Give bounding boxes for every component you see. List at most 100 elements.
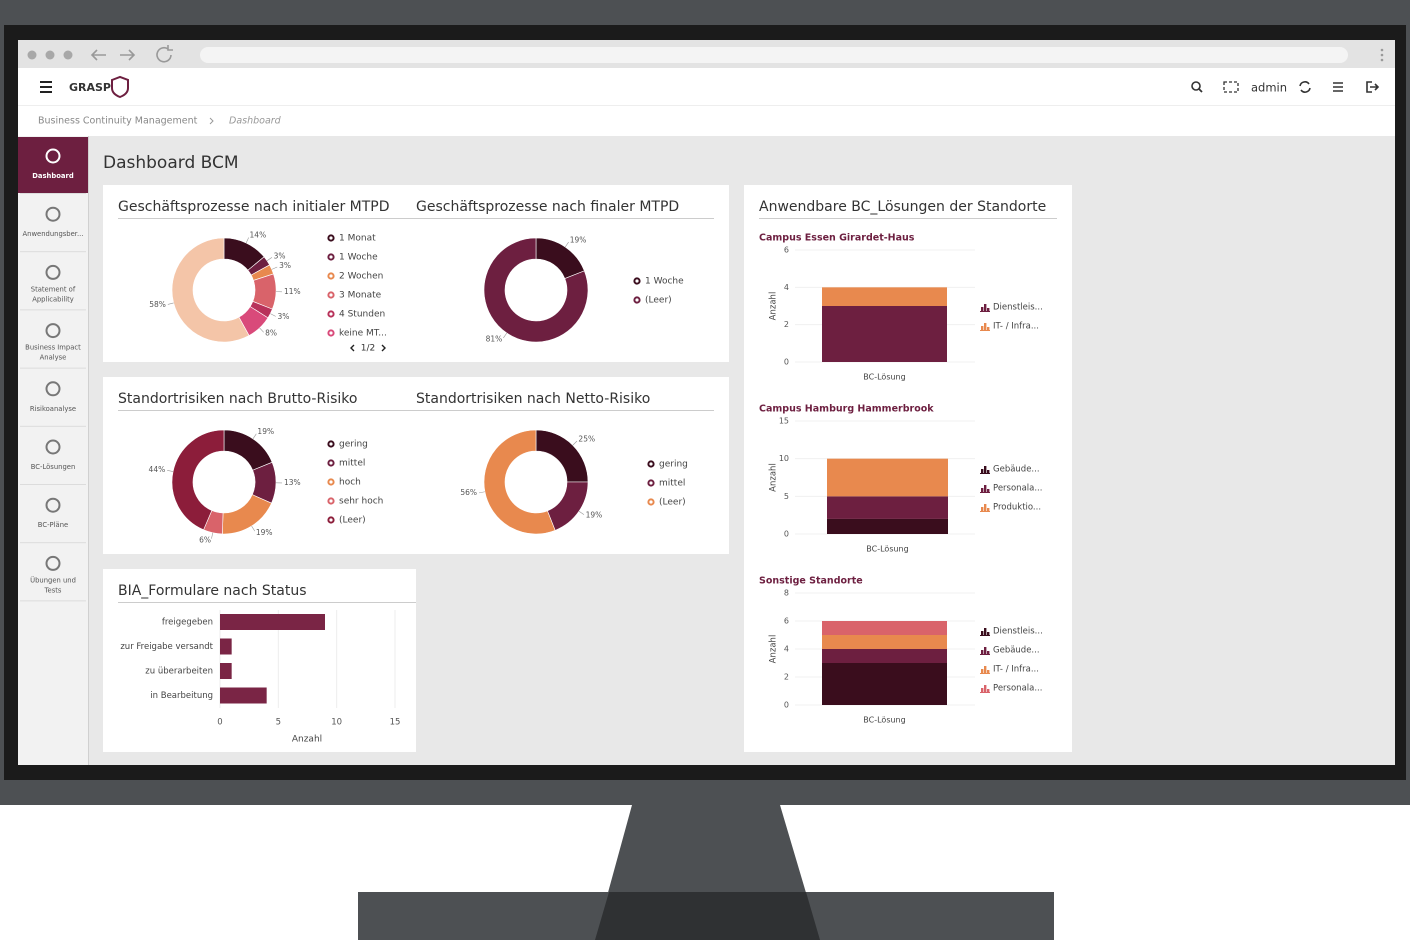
bar[interactable] bbox=[220, 687, 267, 704]
bar[interactable] bbox=[220, 663, 232, 679]
legend-label[interactable]: 2 Wochen bbox=[339, 272, 383, 282]
legend-swatch[interactable] bbox=[987, 632, 990, 635]
bar-segment[interactable] bbox=[822, 287, 947, 306]
bar-segment[interactable] bbox=[822, 621, 947, 635]
legend-swatch[interactable] bbox=[987, 470, 990, 473]
list-icon[interactable] bbox=[1333, 82, 1343, 92]
legend-label[interactable]: Produktio... bbox=[993, 503, 1041, 513]
legend-swatch[interactable] bbox=[647, 498, 655, 506]
legend-label[interactable]: sehr hoch bbox=[339, 497, 383, 507]
legend-swatch[interactable] bbox=[981, 488, 984, 492]
search-icon[interactable] bbox=[1191, 81, 1201, 91]
legend-label[interactable]: 1 Woche bbox=[645, 277, 684, 287]
legend-swatch[interactable] bbox=[327, 329, 335, 337]
legend-swatch[interactable] bbox=[984, 466, 987, 473]
legend-swatch[interactable] bbox=[987, 651, 990, 654]
scan-icon[interactable] bbox=[1223, 81, 1239, 93]
legend-label[interactable]: (Leer) bbox=[339, 516, 366, 526]
legend-label[interactable]: Dienstleis... bbox=[993, 627, 1043, 637]
sidebar-icon[interactable] bbox=[45, 206, 61, 222]
legend-label[interactable]: IT- / Infra... bbox=[993, 665, 1039, 675]
legend-swatch[interactable] bbox=[981, 307, 984, 311]
bar-segment[interactable] bbox=[822, 663, 947, 705]
bar-segment[interactable] bbox=[827, 458, 948, 497]
legend-label[interactable]: (Leer) bbox=[659, 498, 686, 508]
refresh-icon[interactable] bbox=[1299, 81, 1311, 93]
legend-swatch[interactable] bbox=[327, 272, 335, 280]
legend-label[interactable]: 3 Monate bbox=[339, 291, 382, 301]
sidebar-icon[interactable] bbox=[45, 555, 61, 571]
legend-swatch[interactable] bbox=[981, 507, 984, 511]
legend-next[interactable] bbox=[381, 344, 386, 352]
legend-swatch[interactable] bbox=[987, 327, 990, 330]
legend-label[interactable]: (Leer) bbox=[645, 296, 672, 306]
address-bar[interactable] bbox=[200, 47, 1348, 63]
legend-label[interactable]: 1 Woche bbox=[339, 253, 378, 263]
legend-swatch[interactable] bbox=[987, 508, 990, 511]
legend-swatch[interactable] bbox=[327, 459, 335, 467]
legend-label[interactable]: mittel bbox=[659, 479, 685, 489]
legend-label[interactable]: 4 Stunden bbox=[339, 310, 385, 320]
legend-label[interactable]: Personala... bbox=[993, 684, 1042, 694]
legend-swatch[interactable] bbox=[984, 685, 987, 692]
bar-segment[interactable] bbox=[822, 635, 947, 649]
legend-label[interactable]: Dienstleis... bbox=[993, 303, 1043, 313]
legend-swatch[interactable] bbox=[987, 689, 990, 692]
bar[interactable] bbox=[220, 614, 325, 630]
donut-slice[interactable] bbox=[483, 429, 556, 535]
legend-swatch[interactable] bbox=[984, 485, 987, 492]
legend-swatch[interactable] bbox=[987, 670, 990, 673]
sidebar-label[interactable]: Anwendungsber... bbox=[23, 230, 84, 238]
bar[interactable] bbox=[220, 638, 232, 655]
back-button[interactable] bbox=[90, 49, 106, 61]
sidebar-icon[interactable] bbox=[45, 148, 61, 164]
legend-swatch[interactable] bbox=[981, 688, 984, 692]
bar-segment[interactable] bbox=[822, 649, 947, 663]
legend-label[interactable]: Personala... bbox=[993, 484, 1042, 494]
sidebar-label[interactable]: BC-Pläne bbox=[38, 521, 68, 529]
legend-swatch[interactable] bbox=[981, 631, 984, 635]
legend-label[interactable]: keine MT... bbox=[339, 329, 387, 339]
legend-label[interactable]: gering bbox=[339, 440, 368, 450]
legend-swatch[interactable] bbox=[633, 296, 641, 304]
legend-prev[interactable] bbox=[350, 344, 355, 352]
legend-swatch[interactable] bbox=[647, 460, 655, 468]
sidebar-label[interactable]: Business Impact bbox=[25, 344, 81, 352]
sidebar-label[interactable]: Statement of bbox=[31, 285, 76, 293]
legend-swatch[interactable] bbox=[327, 253, 335, 261]
legend-swatch[interactable] bbox=[984, 504, 987, 511]
sidebar-label[interactable]: Analyse bbox=[40, 354, 67, 362]
sidebar-icon[interactable] bbox=[45, 439, 61, 455]
legend-swatch[interactable] bbox=[327, 478, 335, 486]
legend-swatch[interactable] bbox=[327, 497, 335, 505]
sidebar-icon[interactable] bbox=[45, 264, 61, 280]
legend-swatch[interactable] bbox=[984, 304, 987, 311]
sidebar-icon[interactable] bbox=[45, 381, 61, 397]
legend-label[interactable]: Gebäude... bbox=[993, 465, 1040, 475]
breadcrumb-item[interactable]: Business Continuity Management bbox=[38, 116, 198, 127]
legend-swatch[interactable] bbox=[633, 277, 641, 285]
reload-button[interactable] bbox=[156, 45, 173, 63]
bar-segment[interactable] bbox=[827, 518, 948, 534]
sidebar-icon[interactable] bbox=[45, 497, 61, 513]
donut-slice[interactable] bbox=[171, 237, 250, 343]
legend-label[interactable]: mittel bbox=[339, 459, 365, 469]
sidebar-label[interactable]: Dashboard bbox=[32, 172, 74, 180]
legend-swatch[interactable] bbox=[984, 666, 987, 673]
sidebar-label[interactable]: Risikoanalyse bbox=[30, 405, 76, 413]
menu-toggle[interactable] bbox=[40, 81, 52, 93]
bar-segment[interactable] bbox=[827, 496, 948, 519]
legend-swatch[interactable] bbox=[984, 628, 987, 635]
sidebar-label[interactable]: Übungen und bbox=[30, 575, 76, 584]
logout-icon[interactable] bbox=[1366, 81, 1380, 93]
legend-swatch[interactable] bbox=[647, 479, 655, 487]
legend-label[interactable]: 1 Monat bbox=[339, 234, 376, 244]
legend-swatch[interactable] bbox=[327, 440, 335, 448]
legend-swatch[interactable] bbox=[987, 308, 990, 311]
legend-label[interactable]: gering bbox=[659, 460, 688, 470]
sidebar-label[interactable]: Applicability bbox=[32, 295, 74, 303]
legend-swatch[interactable] bbox=[327, 234, 335, 242]
bar-segment[interactable] bbox=[822, 306, 947, 362]
donut-slice[interactable] bbox=[171, 429, 225, 531]
legend-swatch[interactable] bbox=[984, 323, 987, 330]
